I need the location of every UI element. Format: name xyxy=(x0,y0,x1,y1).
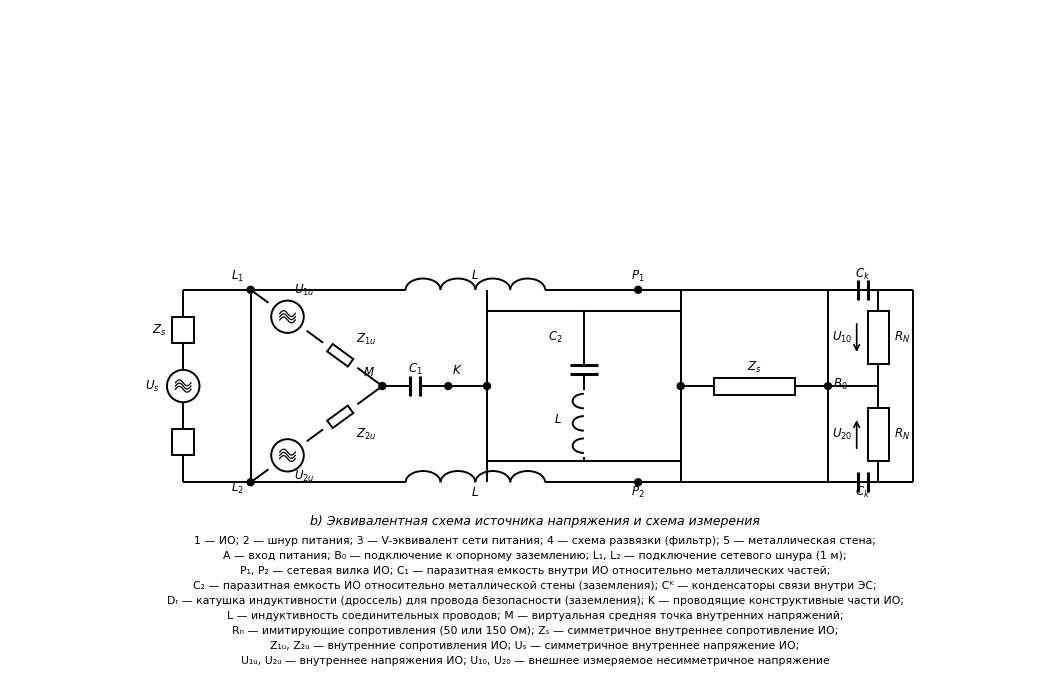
Text: $L$: $L$ xyxy=(472,486,479,499)
Circle shape xyxy=(247,287,254,293)
Text: $L_1$: $L_1$ xyxy=(232,269,244,284)
Bar xyxy=(327,406,353,428)
Text: $U_{10}$: $U_{10}$ xyxy=(832,331,852,345)
Text: $C_k$: $C_k$ xyxy=(855,485,871,500)
Circle shape xyxy=(445,383,452,389)
Bar xyxy=(868,312,889,364)
Text: C₂ — паразитная емкость ИО относительно металлической стены (заземления); Cᴷ — к: C₂ — паразитная емкость ИО относительно … xyxy=(193,581,877,592)
Circle shape xyxy=(379,383,386,389)
Text: Z₁ᵤ, Z₂ᵤ — внутренние сопротивления ИО; Uₛ — симметричное внутреннее напряжение : Z₁ᵤ, Z₂ᵤ — внутренние сопротивления ИО; … xyxy=(270,642,800,651)
Circle shape xyxy=(247,479,254,486)
Text: 1 — ИО; 2 — шнур питания; 3 — V-эквивалент сети питания; 4 — схема развязки (фил: 1 — ИО; 2 — шнур питания; 3 — V-эквивале… xyxy=(194,536,876,546)
Text: $C_2$: $C_2$ xyxy=(547,330,562,345)
Text: $U_{20}$: $U_{20}$ xyxy=(832,427,852,441)
Text: $Z_s$: $Z_s$ xyxy=(151,322,166,338)
Text: $C_1$: $C_1$ xyxy=(408,362,423,377)
Circle shape xyxy=(635,287,642,293)
Bar xyxy=(868,408,889,460)
Text: $B_0$: $B_0$ xyxy=(833,377,848,392)
Text: U₁ᵤ, U₂ᵤ — внутреннее напряжения ИО; U₁₀, U₂₀ — внешнее измеряемое несимметрично: U₁ᵤ, U₂ᵤ — внутреннее напряжения ИО; U₁₀… xyxy=(241,656,829,667)
Circle shape xyxy=(825,383,831,389)
Text: $L_2$: $L_2$ xyxy=(232,481,244,496)
Text: $R_N$: $R_N$ xyxy=(894,427,910,441)
Text: L — индуктивность соединительных проводов; M — виртуальная средняя точка внутрен: L — индуктивность соединительных проводо… xyxy=(227,611,844,621)
Bar xyxy=(487,312,681,461)
Text: $C_k$: $C_k$ xyxy=(855,266,871,282)
Text: $P_1$: $P_1$ xyxy=(632,269,645,284)
Text: $Z_s$: $Z_s$ xyxy=(748,360,761,375)
Text: b) Эквивалентная схема источника напряжения и схема измерения: b) Эквивалентная схема источника напряже… xyxy=(310,514,760,528)
Text: $U_s$: $U_s$ xyxy=(145,379,160,393)
Bar xyxy=(714,378,794,395)
Text: Dᵣ — катушка индуктивности (дроссель) для провода безопасности (заземления); K —: Dᵣ — катушка индуктивности (дроссель) дл… xyxy=(167,596,903,606)
Text: $P_2$: $P_2$ xyxy=(632,485,645,500)
Text: $L$: $L$ xyxy=(472,269,479,282)
Circle shape xyxy=(167,370,199,402)
Circle shape xyxy=(271,301,304,333)
Circle shape xyxy=(483,383,491,389)
Bar xyxy=(327,344,353,366)
Text: $K$: $K$ xyxy=(452,364,462,377)
Circle shape xyxy=(271,439,304,472)
Bar xyxy=(172,317,194,343)
Text: $M$: $M$ xyxy=(363,366,375,379)
Circle shape xyxy=(635,479,642,486)
Text: $U_{2u}$: $U_{2u}$ xyxy=(293,469,314,484)
Text: Rₙ — имитирующие сопротивления (50 или 150 Ом); Zₛ — симметричное внутреннее соп: Rₙ — имитирующие сопротивления (50 или 1… xyxy=(232,626,838,636)
Bar xyxy=(172,429,194,455)
Text: $Z_{1u}$: $Z_{1u}$ xyxy=(356,332,376,347)
Text: $R_N$: $R_N$ xyxy=(894,331,910,345)
Text: А — вход питания; B₀ — подключение к опорному заземлению; L₁, L₂ — подключение с: А — вход питания; B₀ — подключение к опо… xyxy=(223,551,847,561)
Text: P₁, P₂ — сетевая вилка ИО; C₁ — паразитная емкость внутри ИО относительно металл: P₁, P₂ — сетевая вилка ИО; C₁ — паразитн… xyxy=(240,566,830,576)
Text: $U_{1u}$: $U_{1u}$ xyxy=(293,283,314,297)
Text: $L$: $L$ xyxy=(554,414,562,427)
Text: $Z_{2u}$: $Z_{2u}$ xyxy=(356,427,376,443)
Circle shape xyxy=(678,383,684,389)
